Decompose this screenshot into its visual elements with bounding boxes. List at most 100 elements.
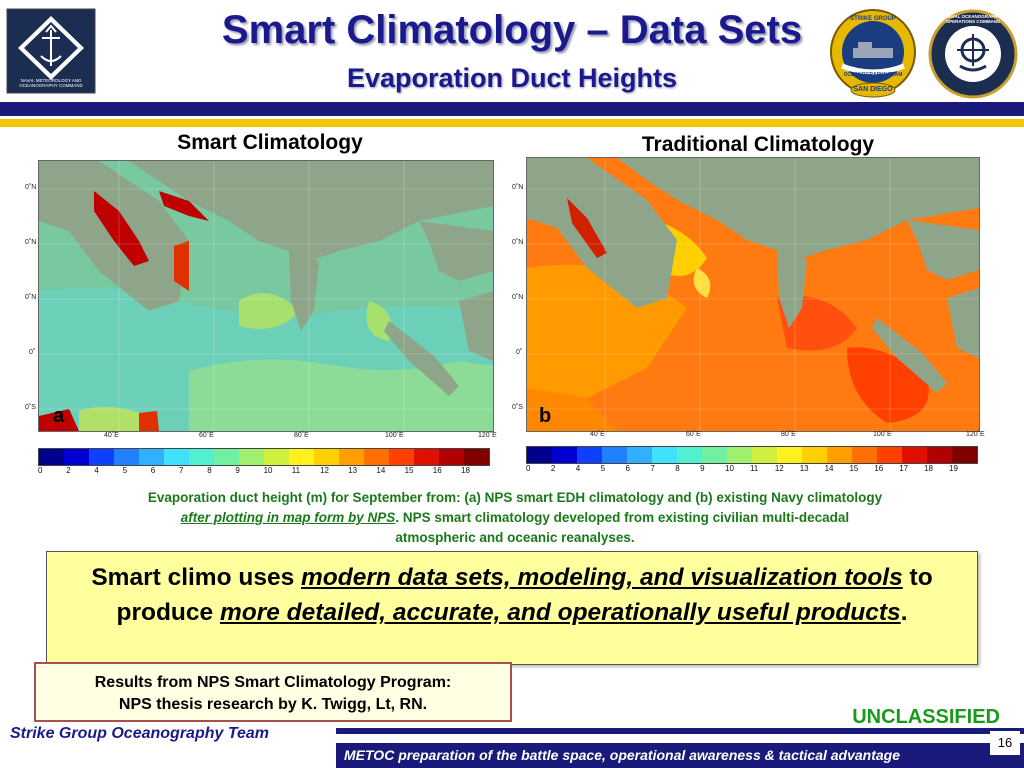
colorbar-label: 2 xyxy=(550,464,556,473)
strike-group-seal-band: OCEANOGRAPHY TEAM xyxy=(843,72,903,78)
colorbar-label: 10 xyxy=(725,464,734,473)
page-number: 16 xyxy=(990,731,1020,755)
colorbar-label: 6 xyxy=(625,464,630,473)
map-a-lat-tick: 0˚S xyxy=(25,404,36,411)
colorbar-label: 7 xyxy=(650,464,655,473)
map-a-panel-letter: a xyxy=(53,405,65,427)
figure-caption: Evaporation duct height (m) for Septembe… xyxy=(40,488,990,548)
colorbar-label: 15 xyxy=(404,466,414,475)
colorbar-swatch xyxy=(139,449,164,465)
colorbar-label: 12 xyxy=(774,464,784,473)
colorbar-label: 0 xyxy=(526,464,531,473)
colorbar-swatch xyxy=(802,447,827,463)
colorbar-label: 4 xyxy=(94,466,99,475)
results-line1: Results from NPS Smart Climatology Progr… xyxy=(94,674,452,691)
colorbar-swatch xyxy=(777,447,802,463)
map-b: b xyxy=(526,157,980,432)
colorbar-swatch xyxy=(89,449,114,465)
map-b-title: Traditional Climatology xyxy=(641,133,875,156)
map-a-lon-tick: 60˚E xyxy=(199,432,214,439)
caption-line3: atmospheric and oceanic reanalyses. xyxy=(395,530,635,545)
colorbar-label: 11 xyxy=(749,464,759,473)
footer-motto: METOC preparation of the battle space, o… xyxy=(344,747,901,763)
results-line2: NPS thesis research by K. Twigg, Lt, RN. xyxy=(118,696,428,713)
colorbar-label: 13 xyxy=(348,466,358,475)
footer-left-panel xyxy=(0,722,336,748)
map-b-lat-tick: 0˚ xyxy=(516,349,523,356)
key-message-part: to produce xyxy=(116,564,933,626)
map-a-lon-tick: 80˚E xyxy=(294,432,309,439)
key-message-emphasis: more detailed, accurate, and operational… xyxy=(219,599,901,626)
map-a-lat-tick: 0˚N xyxy=(25,294,37,301)
colorbar-label: 2 xyxy=(66,466,71,475)
map-a-lat-tick: 0˚N xyxy=(25,239,37,246)
colorbar-label: 5 xyxy=(600,464,606,473)
header-divider-gold xyxy=(0,119,1024,127)
header-divider-navy xyxy=(0,102,1024,116)
map-b-lon-tick: 100˚E xyxy=(873,431,892,438)
classification-label: UNCLASSIFIED xyxy=(852,706,1000,728)
key-message-part: Smart climo uses xyxy=(91,564,302,591)
colorbar-label: 17 xyxy=(899,464,909,473)
colorbar-swatch xyxy=(952,447,977,463)
colorbar-label: 6 xyxy=(150,466,156,475)
caption-line1: Evaporation duct height (m) for Septembe… xyxy=(147,490,883,505)
colorbar-label: 15 xyxy=(849,464,859,473)
colorbar-label: 8 xyxy=(675,464,680,473)
navy-meteorology-logo-text: NAVAL METEOROLOGY AND OCEANOGRAPHY COMMA… xyxy=(19,78,83,88)
strike-group-seal: STRIKE GROUP OCEANOGRAPHY TEAM SAN DIEGO xyxy=(828,8,918,100)
colorbar-swatch xyxy=(652,447,677,463)
colorbar-swatch xyxy=(464,449,489,465)
colorbar-label: 4 xyxy=(575,464,581,473)
map-a: a xyxy=(38,160,494,432)
map-b-lon-tick: 40˚E xyxy=(590,431,605,438)
colorbar-swatch xyxy=(727,447,752,463)
page-title: Smart Climatology – Data Sets xyxy=(221,8,803,52)
map-b-lon-tick: 120˚E xyxy=(966,431,985,438)
colorbar-label: 9 xyxy=(235,466,240,475)
caption-link[interactable]: after plotting in map form by NPS xyxy=(180,510,396,525)
colorbar-label: 13 xyxy=(799,464,809,473)
colorbar-swatch xyxy=(627,447,652,463)
map-b-colorbar-labels: 0 2 4 5 6 7 8 9 10 11 12 13 14 15 16 17 18 19 xyxy=(526,464,976,476)
colorbar-swatch xyxy=(114,449,139,465)
strike-group-seal-bottom: SAN DIEGO xyxy=(853,86,893,93)
map-b-colorbar xyxy=(526,446,978,464)
colorbar-swatch xyxy=(927,447,952,463)
results-box: Results from NPS Smart Climatology Progr… xyxy=(34,662,512,722)
colorbar-swatch xyxy=(364,449,389,465)
map-b-lon-tick: 60˚E xyxy=(686,431,701,438)
colorbar-label: 14 xyxy=(824,464,834,473)
colorbar-swatch xyxy=(314,449,339,465)
colorbar-swatch xyxy=(339,449,364,465)
map-a-title: Smart Climatology xyxy=(177,131,363,154)
naval-oceanography-seal: NAVAL OCEANOGRAPHY OPERATIONS COMMAND xyxy=(928,8,1018,100)
footer-divider xyxy=(0,728,1024,734)
colorbar-label: 18 xyxy=(924,464,934,473)
colorbar-swatch xyxy=(389,449,414,465)
key-message-text: Smart climo uses modern data sets, model… xyxy=(47,552,977,638)
colorbar-swatch xyxy=(552,447,577,463)
map-b-lon-tick: 80˚E xyxy=(781,431,796,438)
colorbar-swatch xyxy=(877,447,902,463)
footer-motto-bar xyxy=(336,743,1024,768)
colorbar-swatch xyxy=(239,449,264,465)
map-b-lat-tick: 0˚N xyxy=(512,239,524,246)
colorbar-label: 18 xyxy=(461,466,470,475)
colorbar-swatch xyxy=(264,449,289,465)
strike-group-seal-top: STRIKE GROUP xyxy=(850,16,896,22)
colorbar-swatch xyxy=(214,449,239,465)
naval-oceanography-seal-text: NAVAL OCEANOGRAPHY OPERATIONS COMMAND xyxy=(945,14,1001,24)
navy-meteorology-logo: NAVAL METEOROLOGY AND OCEANOGRAPHY COMMA… xyxy=(6,8,96,94)
map-b-panel-letter: b xyxy=(539,405,552,427)
colorbar-swatch xyxy=(602,447,627,463)
colorbar-label: 16 xyxy=(432,466,442,475)
colorbar-label: 16 xyxy=(874,464,884,473)
colorbar-label: 0 xyxy=(38,466,43,475)
map-a-lat-tick: 0˚ xyxy=(29,349,36,356)
colorbar-swatch xyxy=(414,449,439,465)
colorbar-swatch xyxy=(902,447,927,463)
colorbar-swatch xyxy=(677,447,702,463)
key-message-box: Smart climo uses modern data sets, model… xyxy=(46,551,978,665)
caption-line2: . NPS smart climatology developed from e… xyxy=(395,510,850,525)
